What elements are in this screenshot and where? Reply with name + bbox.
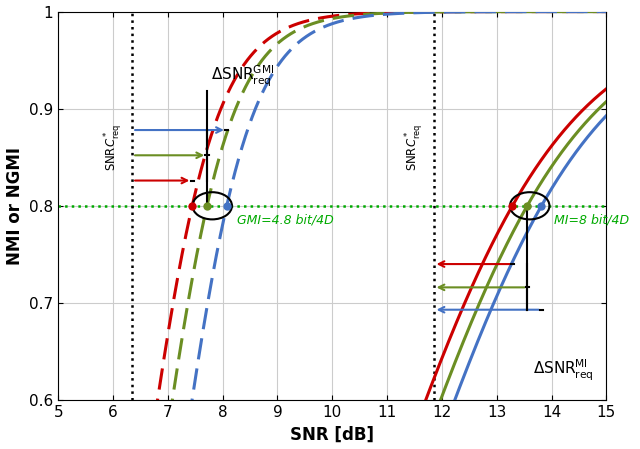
Text: $\mathrm{SNR}C^*_{\mathrm{req}}$: $\mathrm{SNR}C^*_{\mathrm{req}}$ (102, 124, 124, 171)
Y-axis label: NMI or NGMI: NMI or NGMI (6, 147, 24, 265)
Text: GMI=4.8 bit/4D: GMI=4.8 bit/4D (237, 214, 333, 227)
X-axis label: SNR [dB]: SNR [dB] (291, 426, 374, 444)
Text: $\Delta\mathrm{SNR}_{\mathrm{req}}^{\mathrm{GMI}}$: $\Delta\mathrm{SNR}_{\mathrm{req}}^{\mat… (211, 64, 274, 89)
Text: $\mathrm{SNR}C^*_{\mathrm{req}}$: $\mathrm{SNR}C^*_{\mathrm{req}}$ (403, 124, 426, 171)
Text: $\Delta\mathrm{SNR}_{\mathrm{req}}^{\mathrm{MI}}$: $\Delta\mathrm{SNR}_{\mathrm{req}}^{\mat… (532, 358, 593, 383)
Text: MI=8 bit/4D: MI=8 bit/4D (554, 214, 630, 227)
